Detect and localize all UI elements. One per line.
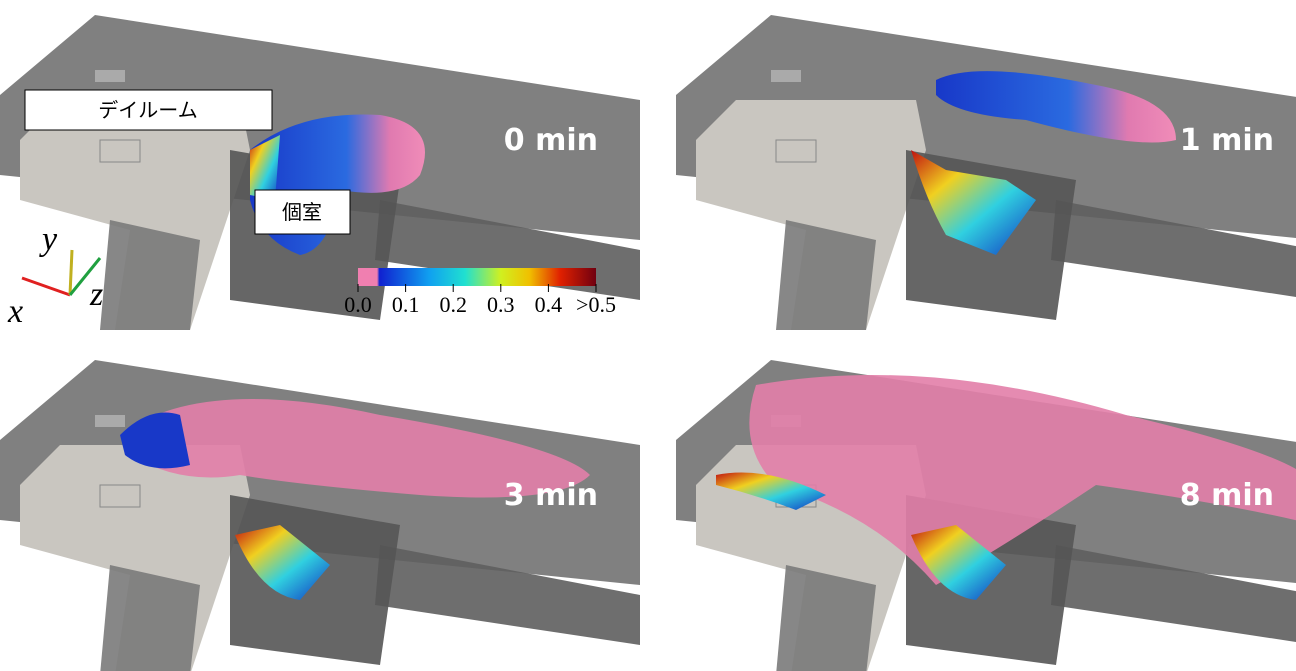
time-label: 8 min xyxy=(1180,478,1274,513)
figure: デイルーム 個室 0 min 0.0 0.1 0.2 0.3 0.4 >0.5 x y z… xyxy=(0,0,1296,671)
axis-arrow xyxy=(22,278,70,295)
time-label: 1 min xyxy=(1180,123,1274,158)
panel: 3 min xyxy=(0,360,640,671)
axis-z: z xyxy=(89,276,103,313)
time-label: 3 min xyxy=(504,478,598,513)
room-geometry xyxy=(676,15,1296,330)
panel: デイルーム 個室 0 min 0.0 0.1 0.2 0.3 0.4 >0.5 x y z xyxy=(0,15,640,330)
axis-x: x xyxy=(7,293,23,330)
colorbar xyxy=(358,268,596,286)
room-label: 個室 xyxy=(282,200,322,224)
colorbar-label: 0.0 xyxy=(344,292,372,317)
colorbar-label: 0.2 xyxy=(439,292,467,317)
colorbar-label: 0.4 xyxy=(535,292,563,317)
time-label: 0 min xyxy=(504,123,598,158)
dayroom-label: デイルーム xyxy=(98,98,197,122)
axis-arrow xyxy=(70,250,72,295)
colorbar-label: 0.3 xyxy=(487,292,515,317)
colorbar-label: 0.1 xyxy=(392,292,420,317)
panel: 8 min xyxy=(676,360,1296,671)
panel: 1 min xyxy=(676,15,1296,330)
colorbar-label: >0.5 xyxy=(576,292,616,317)
axis-y: y xyxy=(39,221,58,258)
